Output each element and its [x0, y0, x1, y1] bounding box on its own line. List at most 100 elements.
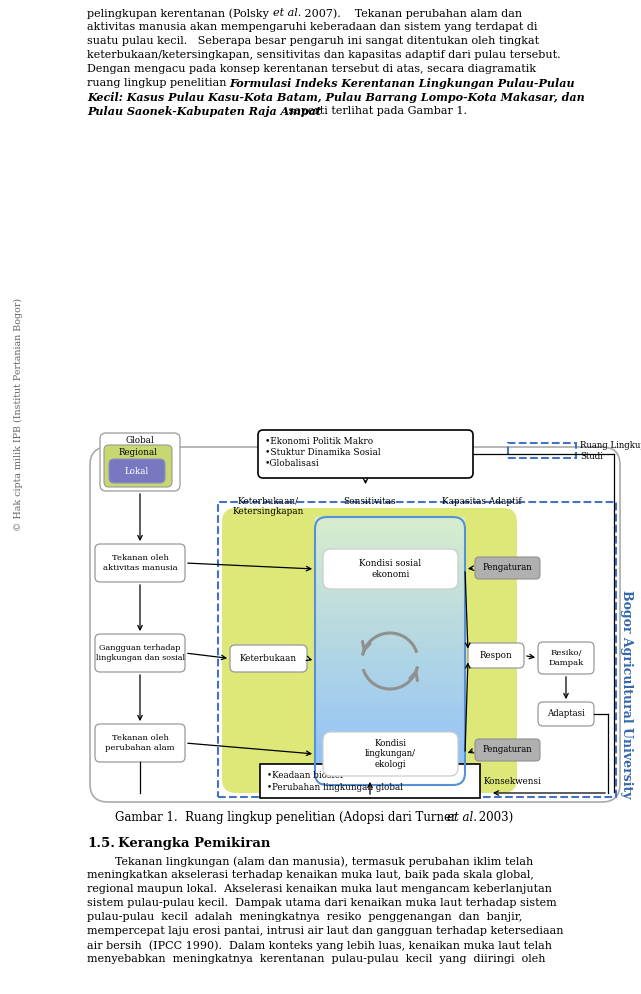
FancyBboxPatch shape: [100, 433, 180, 491]
Text: Tekanan oleh
perubahan alam: Tekanan oleh perubahan alam: [105, 735, 175, 751]
Bar: [315, 682, 465, 687]
Text: Kondisi
lingkungan/
ekologi: Kondisi lingkungan/ ekologi: [365, 740, 416, 769]
Bar: [315, 605, 465, 610]
Text: seperti terlihat pada Gambar 1.: seperti terlihat pada Gambar 1.: [285, 106, 467, 116]
Bar: [315, 641, 465, 646]
Bar: [315, 614, 465, 619]
Text: sistem pulau-pulau kecil.  Dampak utama dari kenaikan muka laut terhadap sistem: sistem pulau-pulau kecil. Dampak utama d…: [87, 898, 557, 908]
Bar: [315, 588, 465, 593]
FancyBboxPatch shape: [323, 549, 458, 589]
Bar: [508, 443, 576, 458]
FancyBboxPatch shape: [95, 544, 185, 582]
Bar: [315, 700, 465, 705]
Text: Respon: Respon: [479, 651, 512, 660]
Bar: [315, 718, 465, 723]
Bar: [315, 748, 465, 753]
Text: Pulau Saonek-Kabupaten Raja Ampat: Pulau Saonek-Kabupaten Raja Ampat: [87, 106, 321, 117]
Text: ruang lingkup penelitian: ruang lingkup penelitian: [87, 78, 230, 88]
Bar: [315, 597, 465, 601]
Bar: [315, 592, 465, 597]
Text: Adaptasi: Adaptasi: [547, 710, 585, 719]
Bar: [315, 535, 465, 540]
Text: Kerangka Pemikiran: Kerangka Pemikiran: [118, 837, 271, 850]
FancyBboxPatch shape: [323, 732, 458, 776]
Text: Resiko/
Dampak: Resiko/ Dampak: [548, 649, 583, 667]
Bar: [315, 553, 465, 558]
Bar: [315, 526, 465, 531]
Bar: [315, 745, 465, 749]
Bar: [315, 780, 465, 785]
Bar: [315, 655, 465, 660]
Text: aktivitas manusia akan mempengaruhi keberadaan dan sistem yang terdapat di: aktivitas manusia akan mempengaruhi kebe…: [87, 22, 538, 32]
Bar: [315, 677, 465, 682]
Bar: [315, 673, 465, 678]
Bar: [315, 686, 465, 691]
Bar: [315, 530, 465, 535]
Text: air bersih  (IPCC 1990).  Dalam konteks yang lebih luas, kenaikan muka laut tela: air bersih (IPCC 1990). Dalam konteks ya…: [87, 940, 552, 950]
Bar: [315, 771, 465, 776]
Text: •Stuktur Dinamika Sosial: •Stuktur Dinamika Sosial: [265, 448, 381, 457]
Bar: [315, 562, 465, 567]
Bar: [315, 650, 465, 655]
Bar: [315, 575, 465, 580]
Text: •Perubahan lingkungan global: •Perubahan lingkungan global: [267, 783, 403, 792]
Bar: [315, 628, 465, 633]
Text: regional maupun lokal.  Akselerasi kenaikan muka laut mengancam keberlanjutan: regional maupun lokal. Akselerasi kenaik…: [87, 884, 552, 894]
Bar: [315, 580, 465, 584]
Bar: [315, 740, 465, 745]
Text: Dengan mengacu pada konsep kerentanan tersebut di atas, secara diagramatik: Dengan mengacu pada konsep kerentanan te…: [87, 64, 536, 74]
Bar: [315, 664, 465, 669]
Text: keterbukaan/ketersingkapan, sensitivitas dan kapasitas adaptif dari pulau terseb: keterbukaan/ketersingkapan, sensitivitas…: [87, 50, 561, 60]
Bar: [315, 557, 465, 562]
Text: Keterbukaan/
Ketersingkapan: Keterbukaan/ Ketersingkapan: [232, 497, 304, 517]
Text: suatu pulau kecil.   Seberapa besar pengaruh ini sangat ditentukan oleh tingkat: suatu pulau kecil. Seberapa besar pengar…: [87, 36, 539, 46]
Bar: [315, 753, 465, 758]
Bar: [315, 571, 465, 576]
Text: pelingkupan kerentanan (Polsky: pelingkupan kerentanan (Polsky: [87, 8, 272, 19]
Text: Formulasi Indeks Kerentanan Lingkungan Pulau-Pulau: Formulasi Indeks Kerentanan Lingkungan P…: [229, 78, 574, 89]
Bar: [218, 502, 616, 797]
Bar: [315, 623, 465, 628]
FancyBboxPatch shape: [109, 459, 165, 483]
Text: mempercepat laju erosi pantai, intrusi air laut dan gangguan terhadap ketersedia: mempercepat laju erosi pantai, intrusi a…: [87, 926, 563, 936]
FancyBboxPatch shape: [95, 724, 185, 762]
Text: 1.5.: 1.5.: [87, 837, 115, 850]
FancyBboxPatch shape: [104, 445, 172, 487]
Text: Gambar 1.  Ruang lingkup penelitian (Adopsi dari Turner: Gambar 1. Ruang lingkup penelitian (Adop…: [115, 811, 460, 824]
Text: Pengaturan: Pengaturan: [483, 746, 532, 754]
Bar: [315, 637, 465, 642]
FancyBboxPatch shape: [475, 739, 540, 761]
Bar: [315, 544, 465, 549]
Text: Lokal: Lokal: [125, 466, 149, 475]
Bar: [260, 764, 480, 798]
Text: Kapasitas Adaptif: Kapasitas Adaptif: [442, 497, 522, 506]
Bar: [315, 695, 465, 700]
FancyBboxPatch shape: [230, 645, 307, 672]
Bar: [315, 646, 465, 651]
Bar: [315, 632, 465, 637]
Text: Konsekwensi: Konsekwensi: [484, 776, 542, 785]
FancyBboxPatch shape: [258, 430, 473, 478]
Text: Tekanan oleh
aktivitas manusia: Tekanan oleh aktivitas manusia: [103, 555, 178, 572]
Bar: [315, 731, 465, 736]
Bar: [315, 521, 465, 526]
Text: menyebabkan  meningkatnya  kerentanan  pulau-pulau  kecil  yang  diiringi  oleh: menyebabkan meningkatnya kerentanan pula…: [87, 954, 545, 964]
Text: 2003): 2003): [475, 811, 513, 824]
Bar: [315, 736, 465, 741]
FancyBboxPatch shape: [95, 634, 185, 672]
Bar: [315, 766, 465, 771]
FancyBboxPatch shape: [475, 557, 540, 579]
Bar: [315, 668, 465, 673]
Text: Keterbukaan: Keterbukaan: [240, 654, 297, 663]
Text: pulau-pulau  kecil  adalah  meningkatnya  resiko  penggenangan  dan  banjir,: pulau-pulau kecil adalah meningkatnya re…: [87, 912, 522, 922]
FancyBboxPatch shape: [90, 447, 620, 802]
Text: Regional: Regional: [119, 448, 158, 457]
Text: et al.: et al.: [447, 811, 477, 824]
Text: Pengaturan: Pengaturan: [483, 564, 532, 573]
Text: Kondisi sosial
ekonomi: Kondisi sosial ekonomi: [360, 560, 422, 579]
Bar: [315, 659, 465, 664]
Bar: [315, 566, 465, 571]
Bar: [315, 713, 465, 718]
Bar: [315, 583, 465, 588]
Text: •Globalisasi: •Globalisasi: [265, 459, 320, 468]
